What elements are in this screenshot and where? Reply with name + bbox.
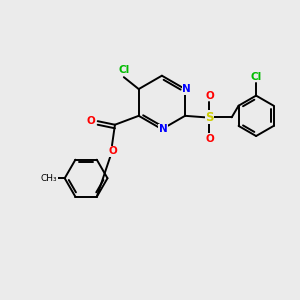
Text: Cl: Cl [118, 65, 130, 75]
Text: O: O [205, 134, 214, 144]
Text: O: O [87, 116, 95, 126]
Text: N: N [159, 124, 168, 134]
Text: S: S [205, 111, 214, 124]
Text: CH₃: CH₃ [40, 174, 57, 183]
Text: O: O [108, 146, 117, 157]
Text: O: O [205, 91, 214, 101]
Text: Cl: Cl [250, 72, 262, 82]
Text: N: N [182, 84, 191, 94]
